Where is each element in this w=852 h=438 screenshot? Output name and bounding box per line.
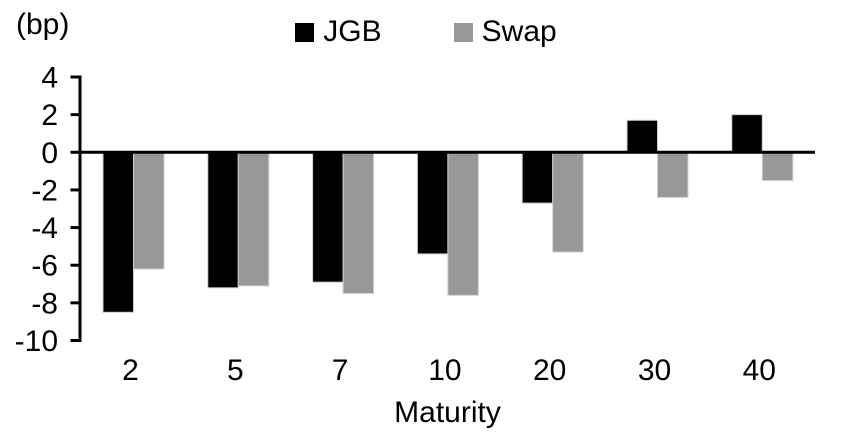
bar-swap-30 xyxy=(657,151,689,198)
bar-swap-2 xyxy=(133,151,165,270)
legend-label-jgb: JGB xyxy=(323,15,382,48)
bar-jgb-10 xyxy=(416,151,449,255)
x-tick-label-30: 30 xyxy=(638,354,671,387)
y-tick-label--2: -2 xyxy=(31,174,58,207)
x-tick-label-7: 7 xyxy=(332,354,349,387)
x-tick-label-10: 10 xyxy=(428,354,461,387)
y-tick-label--4: -4 xyxy=(31,212,58,245)
y-tick-label--8: -8 xyxy=(31,287,58,320)
bar-jgb-2 xyxy=(102,151,134,313)
legend-item-swap: Swap xyxy=(453,15,557,49)
jgb-swatch-icon xyxy=(295,22,315,42)
bar-jgb-30 xyxy=(626,119,658,153)
y-axis-unit-label: (bp) xyxy=(16,8,70,41)
bar-swap-5 xyxy=(237,151,270,287)
bar-swap-40 xyxy=(761,151,794,182)
bar-jgb-40 xyxy=(731,114,763,153)
bar-swap-20 xyxy=(552,151,584,253)
y-tick-label--6: -6 xyxy=(31,250,58,283)
x-tick-label-20: 20 xyxy=(533,354,566,387)
y-tick-label-2: 2 xyxy=(41,99,58,132)
x-tick-label-40: 40 xyxy=(743,354,776,387)
bar-jgb-5 xyxy=(207,151,239,289)
legend: JGB Swap xyxy=(0,14,852,50)
legend-item-jgb: JGB xyxy=(295,15,382,49)
x-tick-label-5: 5 xyxy=(227,354,244,387)
x-tick-label-2: 2 xyxy=(122,354,139,387)
y-tick-label--10: -10 xyxy=(15,325,58,358)
bar-jgb-7 xyxy=(312,151,344,283)
swap-swatch-icon xyxy=(453,22,473,42)
bar-swap-7 xyxy=(342,151,375,294)
legend-label-swap: Swap xyxy=(481,15,557,48)
y-tick-label-4: 4 xyxy=(41,62,58,95)
y-tick-label-0: 0 xyxy=(41,137,58,170)
bar-swap-10 xyxy=(447,151,479,296)
bar-jgb-20 xyxy=(521,151,554,204)
x-axis-title: Maturity xyxy=(394,396,501,429)
